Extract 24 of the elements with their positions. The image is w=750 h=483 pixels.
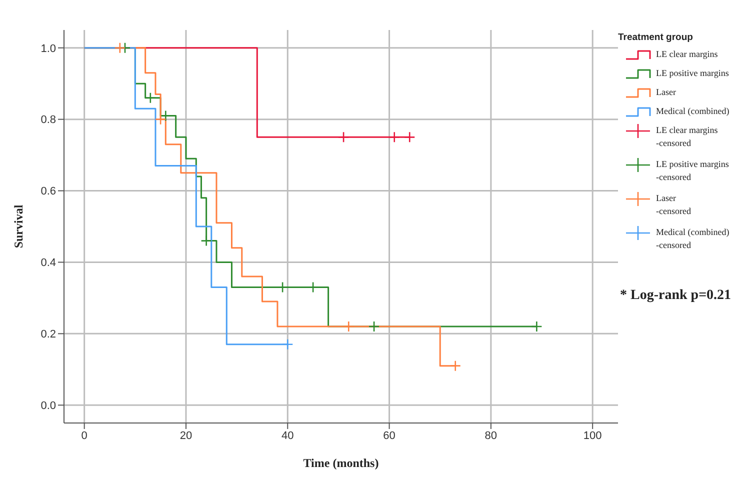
legend-label: LE clear margins [656,48,718,61]
legend-label: Medical (combined) [656,105,730,118]
x-tick-label: 0 [81,430,88,442]
legend-label: Laser [656,86,676,99]
legend-label: LE positive margins [656,67,729,80]
x-axis-title: Time (months) [303,456,379,470]
legend-label: LE clear margins -censored [656,124,718,150]
y-tick-label: 1.0 [40,42,56,55]
y-axis-title: Survival [11,204,26,248]
x-tick-label: 40 [282,430,294,442]
legend-label: Laser -censored [656,192,691,218]
y-tick-label: 0.8 [40,114,56,126]
text: * Log-rank p=0.21 [620,288,732,304]
x-tick-label: 20 [180,430,192,442]
x-tick-label: 100 [583,430,602,442]
x-tick-label: 60 [383,430,396,442]
legend-title: Treatment group [618,32,694,43]
legend-label: Medical (combined) -censored [656,226,730,252]
legend-label: LE positive margins -censored [656,158,729,184]
y-tick-label: 0.6 [40,186,56,198]
y-tick-label: 0.4 [40,257,56,270]
y-tick-label: 0.2 [40,328,56,341]
x-tick-label: 80 [484,430,498,442]
y-tick-label: 0.0 [40,400,56,412]
